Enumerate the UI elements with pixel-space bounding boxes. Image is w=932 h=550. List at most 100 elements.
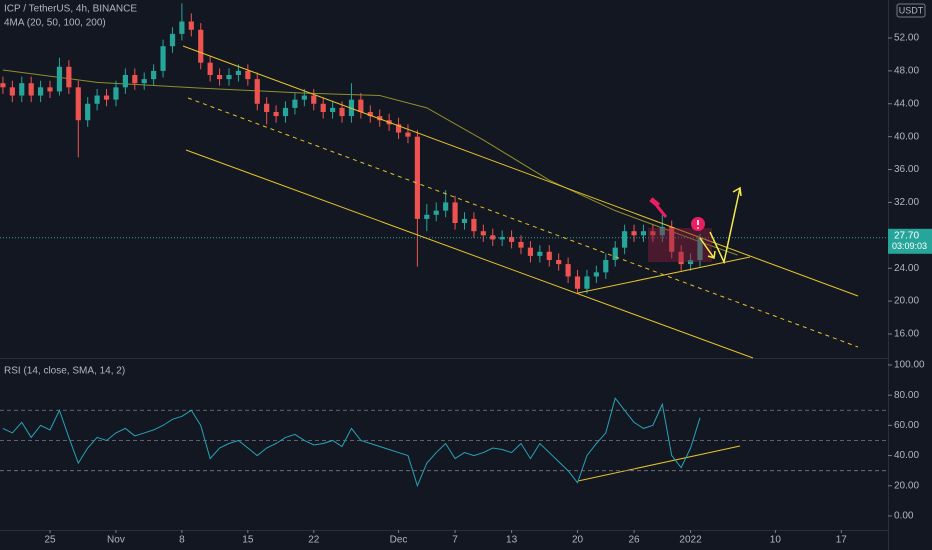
candle-body <box>113 87 119 100</box>
candle-body <box>122 74 128 88</box>
candle-body <box>160 46 166 71</box>
x-tick-label: Nov <box>107 535 125 546</box>
candle-body <box>546 251 552 260</box>
moving-average <box>2 69 738 256</box>
candle-body <box>414 136 420 219</box>
x-tick-label: 7 <box>452 535 458 546</box>
arrow-up <box>709 186 742 265</box>
arrows <box>699 186 742 265</box>
candle-body <box>169 33 176 47</box>
y-tick-label: 20.00 <box>894 480 919 491</box>
candle-body <box>659 227 665 236</box>
x-tick-label: 20 <box>572 535 584 546</box>
candle-body <box>132 74 138 84</box>
y-tick-label: 48.00 <box>894 66 919 77</box>
x-tick-label: 17 <box>836 535 848 546</box>
countdown: 03:09:03 <box>892 241 927 251</box>
candle-body <box>697 237 703 260</box>
candle-body <box>527 247 534 256</box>
trend-line <box>187 97 859 348</box>
rsi-line <box>2 397 701 488</box>
candle-body <box>75 87 81 121</box>
currency: USDT <box>899 5 924 15</box>
candle-body <box>19 83 25 96</box>
arrow-down <box>699 237 716 259</box>
candle-body <box>669 227 675 252</box>
candle-body <box>687 259 694 265</box>
candle-body <box>28 83 34 96</box>
y-tick-label: 60.00 <box>894 420 919 431</box>
y-tick-label: 44.00 <box>894 98 919 109</box>
candle-body <box>565 264 571 277</box>
candle-body <box>282 107 289 117</box>
candle-body <box>358 99 364 112</box>
candle-body <box>0 83 6 88</box>
candle-body <box>631 231 637 236</box>
candle-body <box>179 21 185 34</box>
x-tick-label: 2022 <box>679 535 702 546</box>
candle-body <box>584 276 590 289</box>
candle-body <box>443 202 449 211</box>
candle-body <box>245 70 251 80</box>
candle-body <box>377 116 383 121</box>
candle-body <box>254 79 260 104</box>
y-tick-label: 16.00 <box>894 329 919 340</box>
y-tick-label: 24.00 <box>894 263 919 274</box>
candle-body <box>678 251 684 265</box>
candle-body <box>612 247 618 260</box>
x-tick-label: 22 <box>308 535 320 546</box>
candle-body <box>216 74 223 80</box>
candle-body <box>311 95 317 104</box>
x-tick-label: 13 <box>506 535 518 546</box>
currency-badge <box>896 3 926 18</box>
indicator-label: 4MA (20, 50, 100, 200) <box>4 18 106 29</box>
rsi-trend-line <box>577 445 741 482</box>
chart-title: ICP / TetherUS, 4h, BINANCE <box>4 4 137 15</box>
candle-body <box>301 95 307 100</box>
candle-body <box>650 231 656 236</box>
candle-body <box>499 236 505 240</box>
candle-body <box>103 95 110 100</box>
candle-body <box>188 21 194 30</box>
candle-body <box>433 210 439 215</box>
candle-body <box>603 259 609 273</box>
rsi-title: RSI (14, close, SMA, 14, 2) <box>4 366 125 377</box>
y-tick-label: 80.00 <box>894 390 919 401</box>
y-tick-label: 20.00 <box>894 296 919 307</box>
y-tick-label: 40.00 <box>894 131 919 142</box>
candle-body <box>537 251 543 256</box>
y-tick-label: 100.00 <box>894 360 925 371</box>
last-price-label: 27.70 <box>894 230 919 241</box>
candle-body <box>235 70 242 75</box>
candle-body <box>405 132 411 137</box>
candle-body <box>556 259 562 265</box>
y-tick-label: 32.00 <box>894 197 919 208</box>
highlight-zone <box>648 228 712 262</box>
candle-body <box>480 231 486 236</box>
candle-body <box>56 66 63 92</box>
rsi-pane <box>0 364 892 533</box>
alert-icon <box>691 217 705 231</box>
candle-body <box>94 95 100 104</box>
candle-body <box>622 231 628 248</box>
candle-body <box>66 66 72 88</box>
candle-body <box>330 107 336 112</box>
candle-body <box>226 74 232 80</box>
last-price-tag <box>888 228 932 254</box>
x-tick-label: Dec <box>390 535 408 546</box>
candle-body <box>395 124 402 133</box>
x-tick-label: 8 <box>179 535 185 546</box>
y-tick-label: 40.00 <box>894 450 919 461</box>
candle-body <box>9 87 15 96</box>
candle-body <box>320 103 326 112</box>
trend-line <box>182 45 859 297</box>
candle-body <box>424 214 430 219</box>
candle-body <box>141 79 147 84</box>
candle-body <box>198 29 204 63</box>
candle-body <box>593 272 599 277</box>
x-tick-label: 10 <box>770 535 782 546</box>
candle-body <box>85 103 91 121</box>
trend-line <box>185 149 754 359</box>
